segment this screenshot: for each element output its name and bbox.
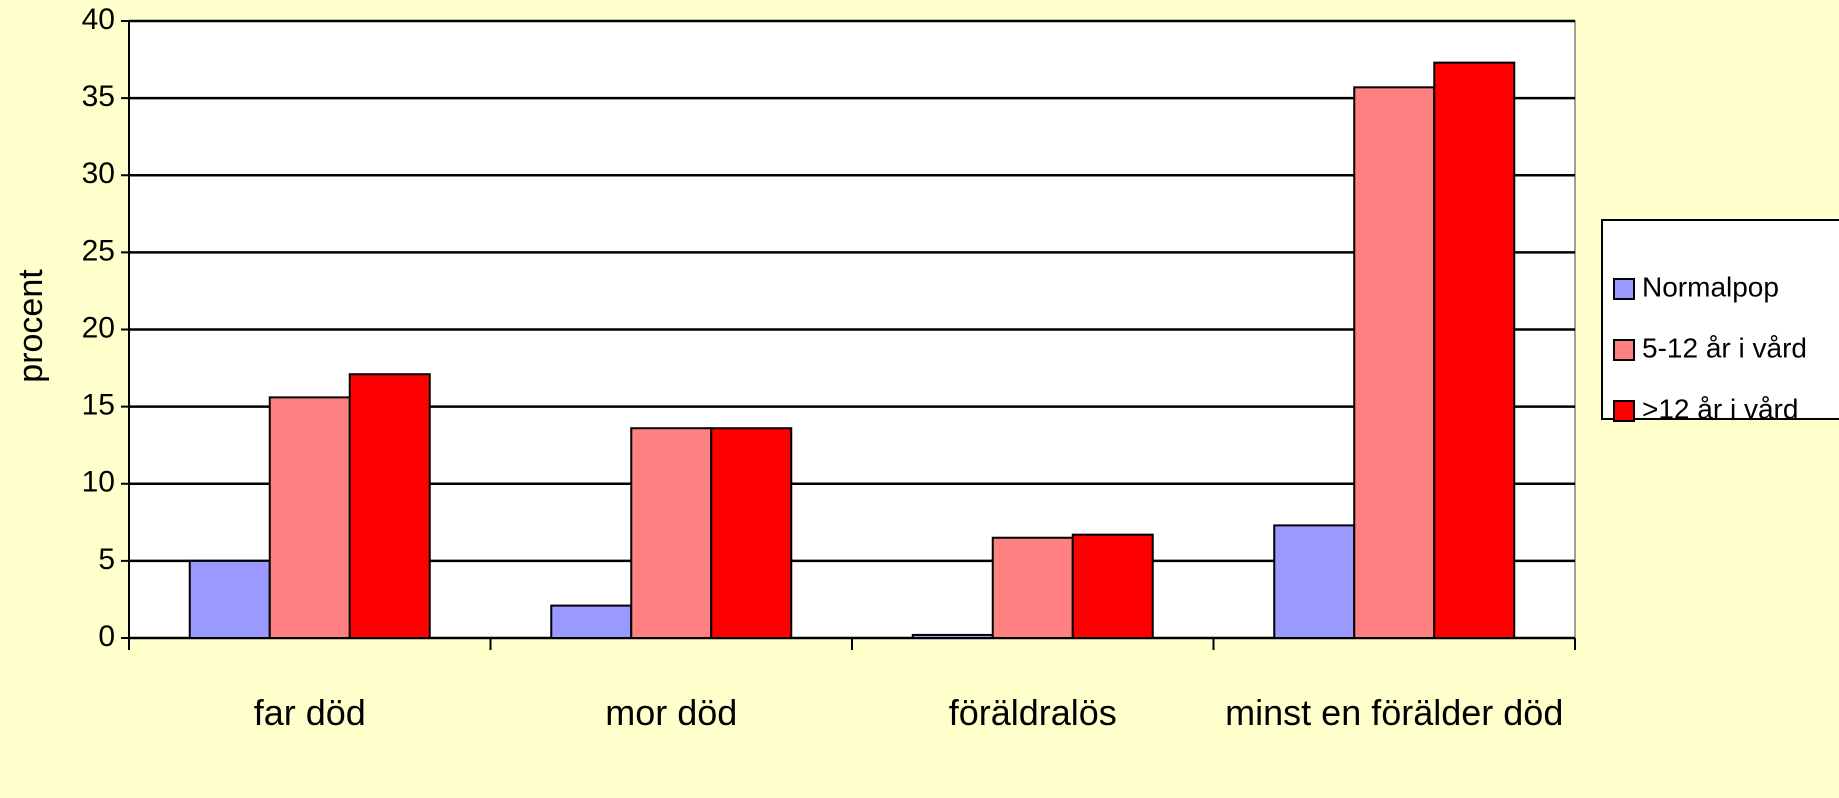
y-tick-label: 20 bbox=[82, 311, 115, 344]
bar bbox=[348, 373, 431, 639]
x-tick-label: far död bbox=[253, 692, 366, 733]
bar bbox=[1433, 61, 1516, 639]
bar bbox=[268, 396, 351, 639]
x-tick-label: föräldralös bbox=[948, 692, 1117, 733]
legend-swatch bbox=[1613, 400, 1635, 422]
bar bbox=[710, 427, 793, 639]
bar bbox=[1273, 524, 1356, 640]
y-tick-label: 35 bbox=[82, 80, 115, 113]
bar bbox=[550, 604, 633, 639]
y-tick-label: 10 bbox=[82, 466, 115, 499]
y-tick-label: 30 bbox=[82, 157, 115, 190]
bar bbox=[1071, 533, 1154, 640]
bar bbox=[630, 427, 713, 639]
bar bbox=[188, 559, 271, 639]
legend bbox=[1601, 219, 1839, 420]
y-axis-label: procent bbox=[12, 269, 50, 383]
y-tick-label: 0 bbox=[98, 620, 115, 653]
legend-label: >12 år i vård bbox=[1642, 393, 1798, 424]
x-tick-label: mor död bbox=[605, 692, 738, 733]
legend-swatch bbox=[1613, 339, 1635, 361]
bar bbox=[991, 536, 1074, 639]
legend-label: 5-12 år i vård bbox=[1642, 332, 1807, 363]
bar bbox=[1353, 86, 1436, 639]
y-tick-label: 40 bbox=[82, 3, 115, 36]
legend-swatch bbox=[1613, 278, 1635, 300]
x-tick-label: minst en förälder död bbox=[1225, 692, 1564, 733]
legend-label: Normalpop bbox=[1642, 271, 1779, 302]
bar bbox=[911, 633, 994, 639]
y-tick-label: 15 bbox=[82, 389, 115, 422]
y-tick-label: 25 bbox=[82, 234, 115, 267]
y-tick-label: 5 bbox=[98, 543, 115, 576]
